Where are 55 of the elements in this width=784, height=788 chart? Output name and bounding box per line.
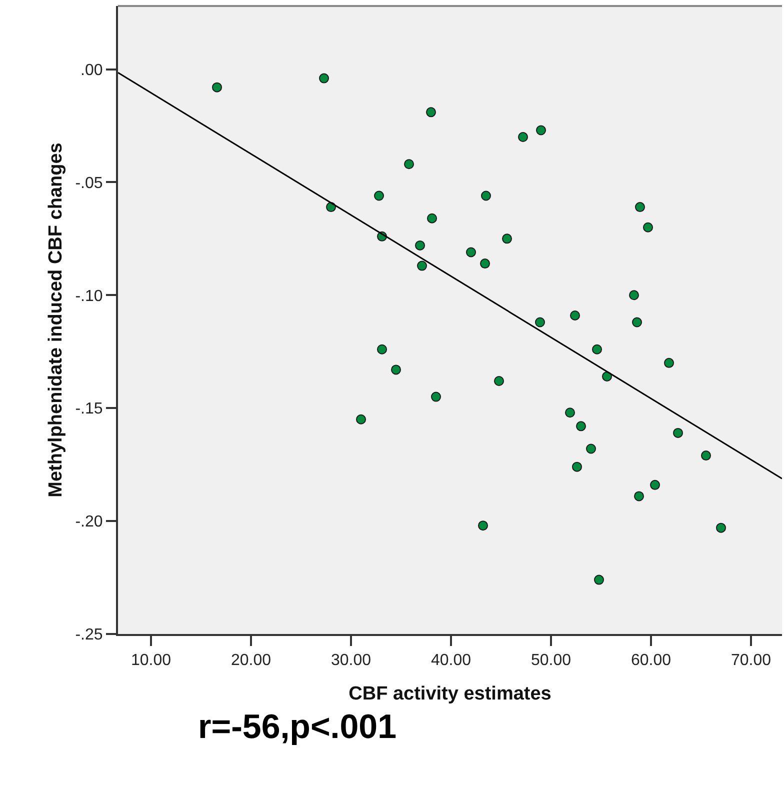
y-tick-label: -.25 <box>75 626 103 644</box>
point <box>572 462 582 472</box>
point <box>415 240 425 250</box>
point <box>565 408 575 418</box>
text: r=-56,p<.001 <box>198 708 396 746</box>
point <box>502 234 512 244</box>
point <box>716 522 726 533</box>
x-tick-label: 70.00 <box>730 652 772 670</box>
x-axis-title: CBF activity estimates <box>348 684 552 704</box>
point <box>536 125 546 136</box>
point <box>701 450 711 461</box>
point <box>518 132 528 142</box>
x-tick-label: 20.00 <box>230 652 272 670</box>
x-tick-label: 40.00 <box>430 652 472 670</box>
point <box>404 159 414 170</box>
point <box>480 258 490 269</box>
point <box>592 344 602 354</box>
y-tick-label: -.20 <box>75 514 103 531</box>
y-tick-label: -.15 <box>75 400 103 418</box>
point <box>478 520 488 531</box>
y-axis-title: Methylphenidate induced CBF changes <box>46 142 67 498</box>
point <box>570 310 580 320</box>
point <box>650 480 660 490</box>
point <box>481 190 491 201</box>
point <box>212 82 222 92</box>
point <box>426 107 436 118</box>
point <box>431 392 441 402</box>
y-tick-label: -.05 <box>75 174 103 192</box>
point <box>594 574 604 585</box>
point <box>576 421 586 432</box>
point <box>673 428 683 438</box>
x-tick-label: 60.00 <box>630 652 672 670</box>
y-tick-label: -.10 <box>75 288 103 305</box>
x-tick-label: 10.00 <box>130 652 172 670</box>
point <box>632 317 642 328</box>
point <box>643 222 653 232</box>
point <box>634 491 644 502</box>
point <box>356 414 366 424</box>
point <box>374 190 384 201</box>
point <box>602 371 612 382</box>
point <box>586 444 596 454</box>
point <box>427 213 437 224</box>
point <box>535 317 545 328</box>
x-tick-label: 30.00 <box>330 652 372 670</box>
point <box>417 260 427 271</box>
point <box>635 202 645 212</box>
x-tick-label: 50.00 <box>530 652 572 670</box>
point <box>466 247 476 258</box>
point <box>664 358 674 368</box>
y-tick-label: .00 <box>80 62 103 79</box>
point <box>319 73 329 84</box>
point <box>377 344 387 354</box>
point <box>494 376 504 386</box>
point <box>629 290 639 300</box>
point <box>391 364 401 375</box>
